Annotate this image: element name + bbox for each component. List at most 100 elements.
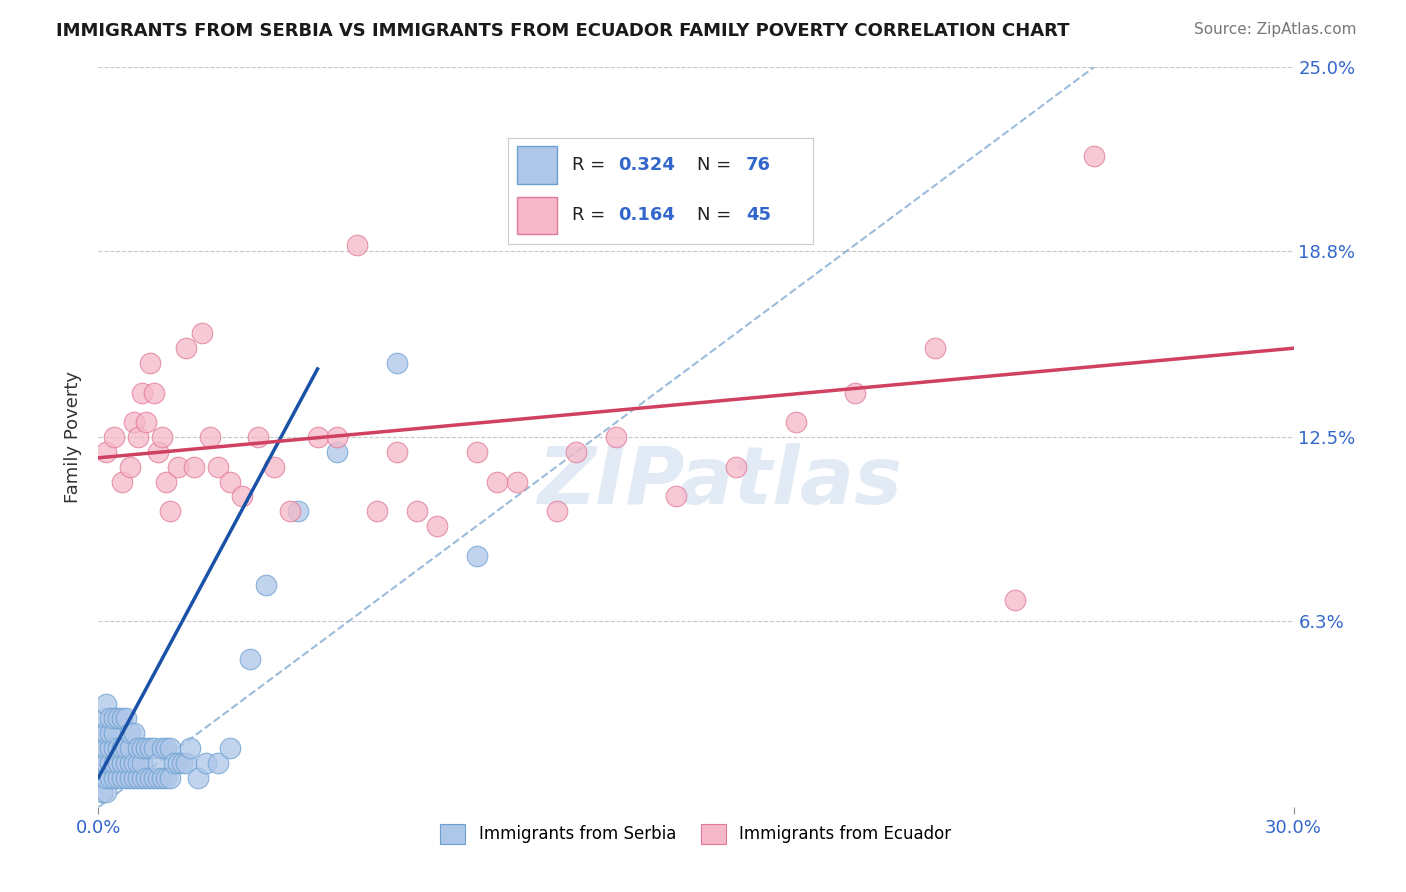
Point [103,711,125,725]
Point [326,430,349,444]
Point [120,741,142,756]
Point [91,756,114,770]
Point [1004,593,1026,607]
Point [465,445,488,459]
Point [155,741,177,756]
Point [198,430,221,444]
Point [174,756,197,770]
Point [115,771,138,785]
Text: R =: R = [572,205,612,224]
Point [231,489,253,503]
Point [98,741,122,756]
Point [385,445,409,459]
Point [148,771,170,785]
Point [426,519,449,533]
Point [565,445,588,459]
Point [120,771,142,785]
Point [167,459,190,474]
Y-axis label: Family Poverty: Family Poverty [65,371,83,503]
Text: IMMIGRANTS FROM SERBIA VS IMMIGRANTS FROM ECUADOR FAMILY POVERTY CORRELATION CHA: IMMIGRANTS FROM SERBIA VS IMMIGRANTS FRO… [56,22,1070,40]
Point [103,741,125,756]
Point [91,771,114,785]
Point [307,430,329,444]
Point [143,771,166,785]
Point [148,445,170,459]
Text: 0.164: 0.164 [617,205,675,224]
Point [187,771,209,785]
Point [143,385,166,400]
Legend: Immigrants from Serbia, Immigrants from Ecuador: Immigrants from Serbia, Immigrants from … [433,817,959,851]
Point [207,756,229,770]
Point [135,741,157,756]
Point [143,741,166,756]
Point [139,771,162,785]
Point [139,741,162,756]
Point [785,415,807,429]
Point [287,504,309,518]
Point [1083,149,1105,163]
Point [179,741,201,756]
Point [131,771,153,785]
Point [98,726,122,740]
FancyBboxPatch shape [517,146,557,184]
Point [111,771,134,785]
Point [96,711,118,725]
Point [385,356,409,370]
Point [246,430,269,444]
Point [219,741,242,756]
Point [207,459,229,474]
Text: R =: R = [572,155,612,174]
Text: 0.324: 0.324 [617,155,675,174]
Point [96,785,118,799]
Point [150,430,173,444]
Point [605,430,627,444]
FancyBboxPatch shape [517,196,557,234]
Point [159,771,181,785]
Point [131,385,153,400]
Point [844,385,866,400]
Point [124,771,146,785]
Point [167,756,190,770]
Point [111,711,134,725]
Point [924,341,946,355]
Point [103,771,125,785]
Point [278,504,301,518]
Text: N =: N = [697,155,737,174]
Point [191,326,214,341]
Point [98,756,122,770]
Point [219,475,242,489]
Point [124,726,146,740]
Point [485,475,508,489]
Point [546,504,568,518]
Point [115,711,138,725]
Point [98,711,122,725]
Point [366,504,388,518]
Point [150,771,173,785]
Point [465,549,488,563]
Point [127,741,149,756]
Text: N =: N = [697,205,737,224]
Point [103,430,125,444]
Point [107,771,129,785]
Point [98,771,122,785]
Point [127,771,149,785]
Point [155,771,177,785]
Point [111,756,134,770]
Point [195,756,218,770]
Point [159,741,181,756]
Point [103,756,125,770]
Point [135,771,157,785]
Point [107,756,129,770]
Point [107,711,129,725]
Point [174,341,197,355]
Point [120,459,142,474]
Point [254,578,277,592]
Point [124,756,146,770]
Point [107,741,129,756]
Point [96,726,118,740]
Point [172,756,194,770]
Text: Source: ZipAtlas.com: Source: ZipAtlas.com [1194,22,1357,37]
Point [127,756,149,770]
Point [131,756,153,770]
Point [103,726,125,740]
